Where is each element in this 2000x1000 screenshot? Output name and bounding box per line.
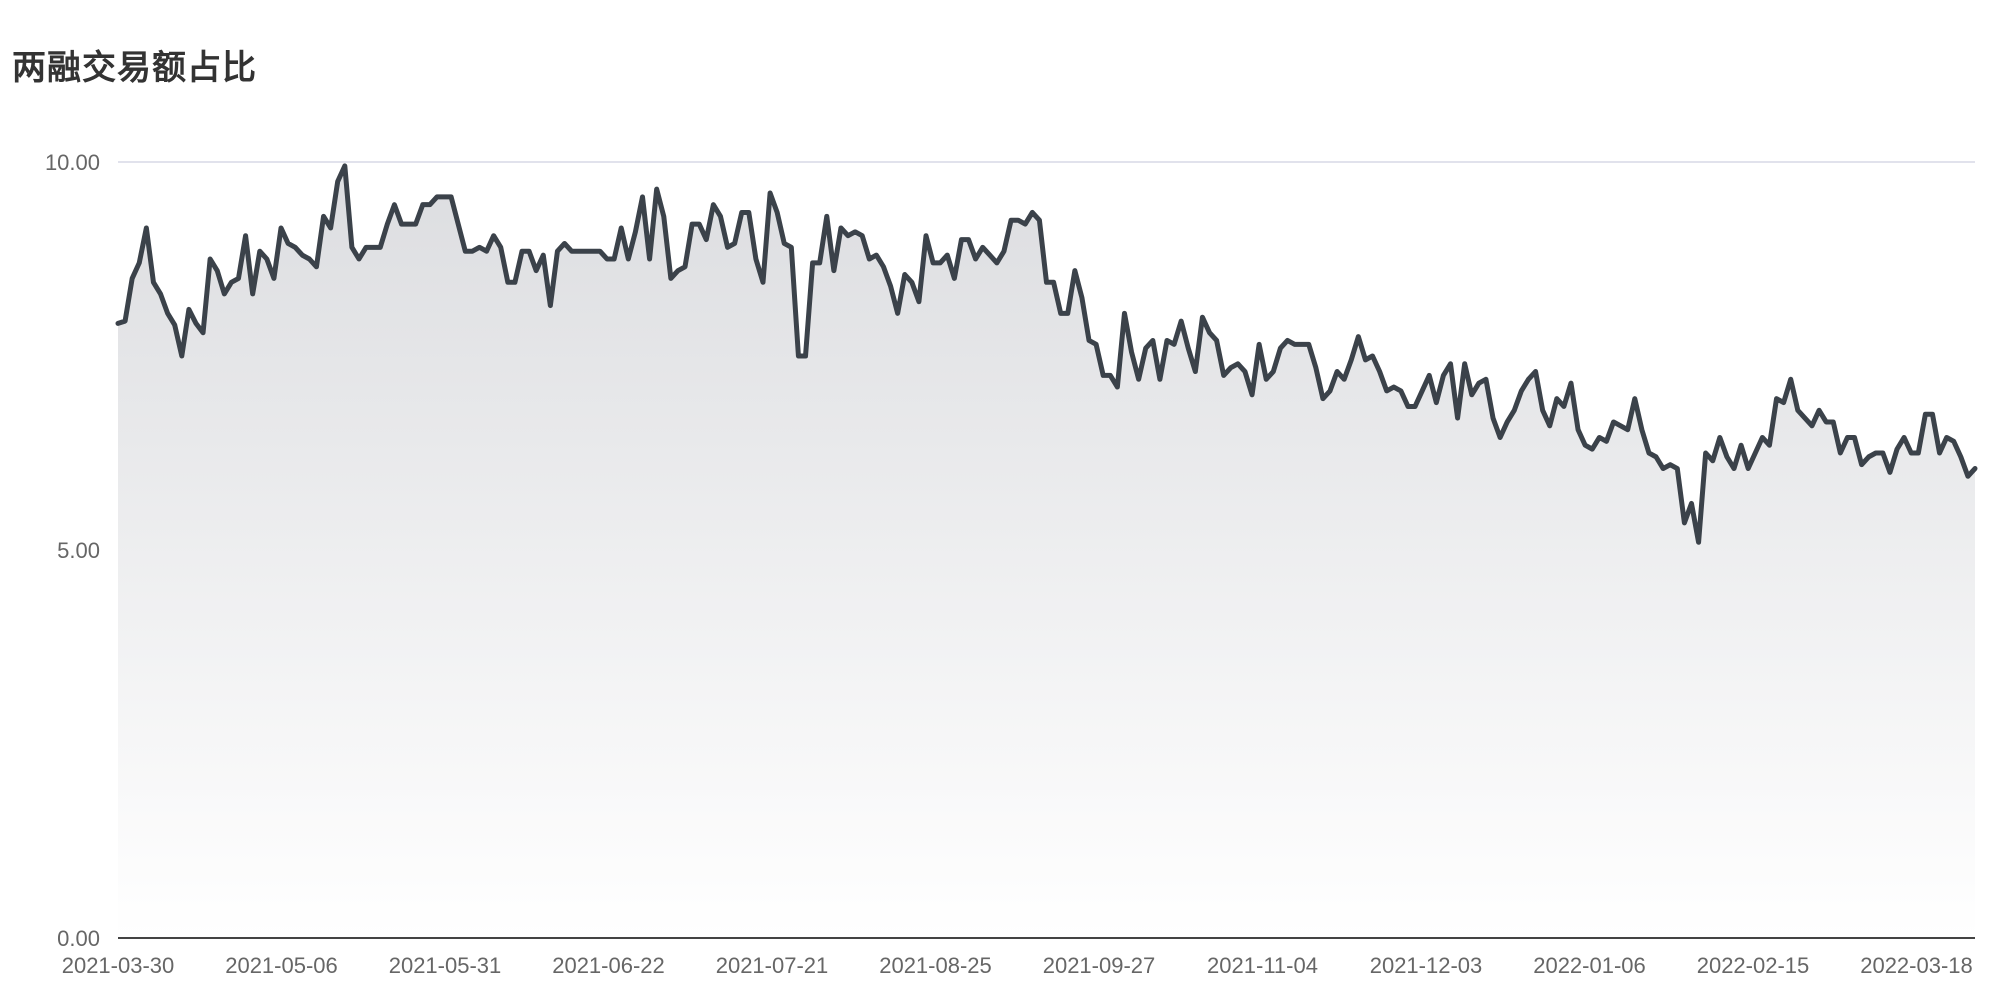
x-tick-label: 2021-06-22: [552, 953, 665, 978]
area-fill: [118, 165, 1975, 938]
x-tick-label: 2022-02-15: [1697, 953, 1810, 978]
x-tick-label: 2021-09-27: [1043, 953, 1156, 978]
x-tick-label: 2021-07-21: [716, 953, 829, 978]
chart-title: 两融交易额占比: [12, 48, 257, 88]
series-line: [115, 163, 1978, 545]
y-tick-label: 5.00: [57, 538, 100, 563]
x-tick-label: 2021-11-04: [1207, 953, 1318, 978]
y-tick-label: 0.00: [57, 926, 100, 951]
x-axis-ticks: 2021-03-30 2021-05-06 2021-05-31 2021-06-22…: [62, 953, 1973, 978]
x-tick-label: 2021-08-25: [879, 953, 992, 978]
x-tick-label: 2021-05-06: [225, 953, 338, 978]
y-axis-ticks: 0.00 5.00 10.00: [45, 150, 100, 951]
x-tick-label: 2021-03-30: [62, 953, 175, 978]
x-tick-label: 2021-05-31: [389, 953, 502, 978]
x-tick-label: 2022-01-06: [1533, 953, 1646, 978]
y-tick-label: 10.00: [45, 150, 100, 175]
x-tick-label: 2022-03-18: [1860, 953, 1973, 978]
x-tick-label: 2021-12-03: [1370, 953, 1483, 978]
